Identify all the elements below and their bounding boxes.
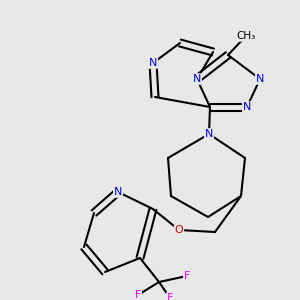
Text: F: F xyxy=(167,293,173,300)
Text: N: N xyxy=(114,187,122,197)
Text: CH₃: CH₃ xyxy=(236,31,256,41)
Text: N: N xyxy=(193,74,201,84)
Text: N: N xyxy=(205,129,213,139)
Text: N: N xyxy=(256,74,264,84)
Text: O: O xyxy=(175,225,183,235)
Text: F: F xyxy=(135,290,141,300)
Text: N: N xyxy=(243,102,251,112)
Text: N: N xyxy=(149,58,157,68)
Text: F: F xyxy=(184,271,190,281)
